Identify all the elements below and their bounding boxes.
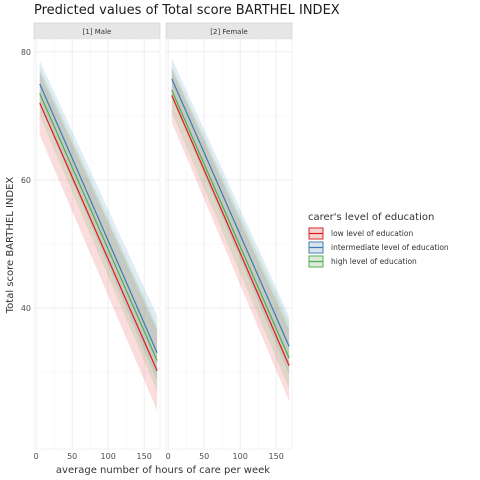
x-tick-label: 150	[269, 452, 284, 461]
series-line	[171, 95, 290, 366]
legend-title: carer's level of education	[308, 212, 434, 223]
y-tick-label: 60	[21, 176, 31, 185]
confidence-band	[171, 58, 290, 375]
confidence-band	[39, 72, 158, 411]
y-tick-label: 80	[21, 48, 31, 57]
facet-panel-1: [1] Male 0 50 100 150 40 60 80	[21, 22, 161, 461]
x-tick-label: 0	[166, 452, 171, 461]
confidence-band	[39, 67, 158, 392]
legend-item: low level of education	[308, 227, 413, 240]
series-line	[171, 90, 290, 359]
facet-strip-label: [1] Male	[83, 28, 112, 36]
series-line	[171, 78, 290, 347]
facet-strip-label: [2] Female	[210, 28, 247, 36]
series-line	[39, 93, 158, 361]
series-line	[39, 102, 158, 372]
y-tick-label: 40	[21, 304, 31, 313]
x-tick-label: 100	[101, 452, 116, 461]
x-tick-label: 100	[233, 452, 248, 461]
x-tick-label: 50	[67, 452, 77, 461]
x-tick-label: 150	[137, 452, 152, 461]
confidence-band	[171, 69, 290, 401]
legend-item: intermediate level of education	[308, 241, 449, 254]
x-tick-label: 50	[199, 452, 209, 461]
y-axis-title: Total score BARTHEL INDEX	[5, 177, 16, 315]
x-tick-label: 0	[34, 452, 39, 461]
legend-item: high level of education	[308, 255, 417, 268]
legend-label: intermediate level of education	[331, 243, 449, 252]
x-axis-title: average number of hours of care per week	[56, 465, 270, 476]
facet-panel-2: [2] Female 0 50 100 150	[166, 22, 293, 461]
series-line	[39, 83, 158, 354]
confidence-band	[39, 60, 158, 382]
legend: carer's level of education low level of …	[308, 212, 449, 268]
legend-label: high level of education	[331, 257, 417, 266]
facet-panels: [1] Male 0 50 100 150 40 60 80 [2] Female 0 50 100 1…	[21, 22, 293, 461]
legend-label: low level of education	[331, 229, 413, 238]
chart-title: Predicted values of Total score BARTHEL …	[34, 3, 340, 18]
